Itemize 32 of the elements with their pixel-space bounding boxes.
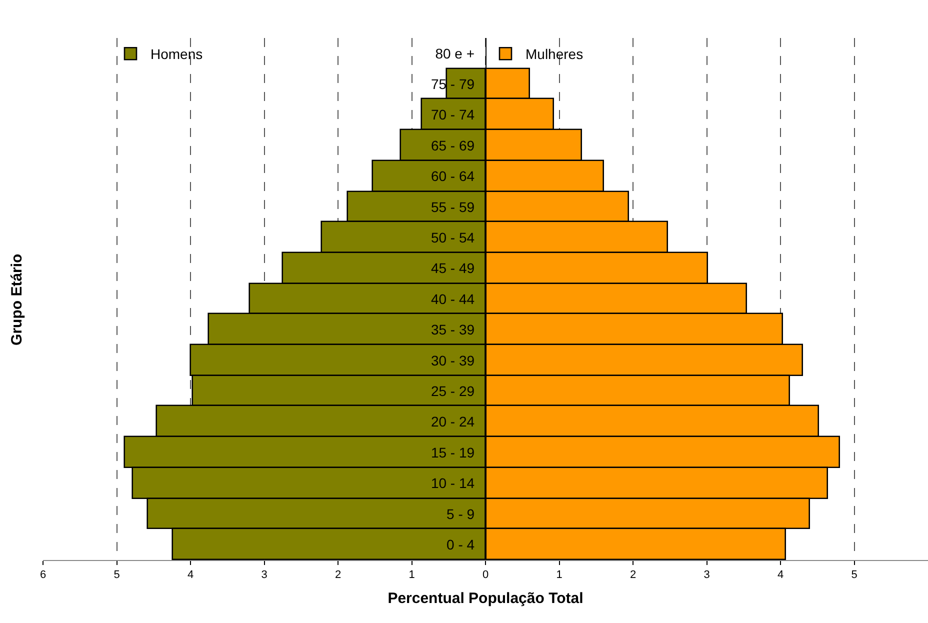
y-tick-label: 50 - 54 [430, 229, 475, 246]
legend-label: Mulheres [526, 46, 584, 62]
y-tick-label: 0 - 4 [446, 536, 475, 553]
x-tick-label: 2 [334, 569, 342, 582]
x-tick-label: 5 [851, 569, 858, 582]
x-tick-label: 5 [114, 569, 120, 582]
y-tick-label: 60 - 64 [430, 168, 475, 184]
x-tick-label: 1 [408, 569, 415, 582]
y-tick-label: 70 - 74 [430, 106, 475, 123]
y-tick-label: 20 - 24 [430, 414, 475, 430]
legend-label: Homens [150, 46, 203, 62]
y-tick-label: 10 - 14 [430, 475, 475, 492]
x-tick-label: 1 [556, 569, 562, 582]
x-tick-label: 3 [261, 569, 268, 582]
y-tick-label: 5 - 9 [446, 506, 475, 522]
y-tick-label: 80 e + [435, 45, 475, 62]
x-tick-label: 6 [40, 569, 46, 582]
y-tick-label: 65 - 69 [430, 137, 475, 154]
y-tick-label: 40 - 44 [430, 290, 475, 307]
y-tick-label: 30 - 39 [430, 352, 475, 368]
x-tick-label: 4 [777, 569, 784, 582]
x-axis-title: Percentual População Total [388, 590, 584, 608]
y-tick-label: 45 - 49 [430, 260, 475, 276]
y-tick-label: 15 - 19 [430, 444, 475, 460]
y-tick-label: 55 - 59 [430, 198, 475, 215]
x-tick-label: 0 [482, 569, 489, 582]
y-tick-label: 25 - 29 [430, 383, 475, 400]
x-tick-label: 2 [630, 569, 636, 582]
x-tick-label: 3 [704, 569, 710, 582]
x-tick-label: 4 [187, 569, 194, 582]
y-tick-label: 35 - 39 [430, 322, 475, 338]
y-axis-title: Grupo Etário [8, 254, 26, 346]
